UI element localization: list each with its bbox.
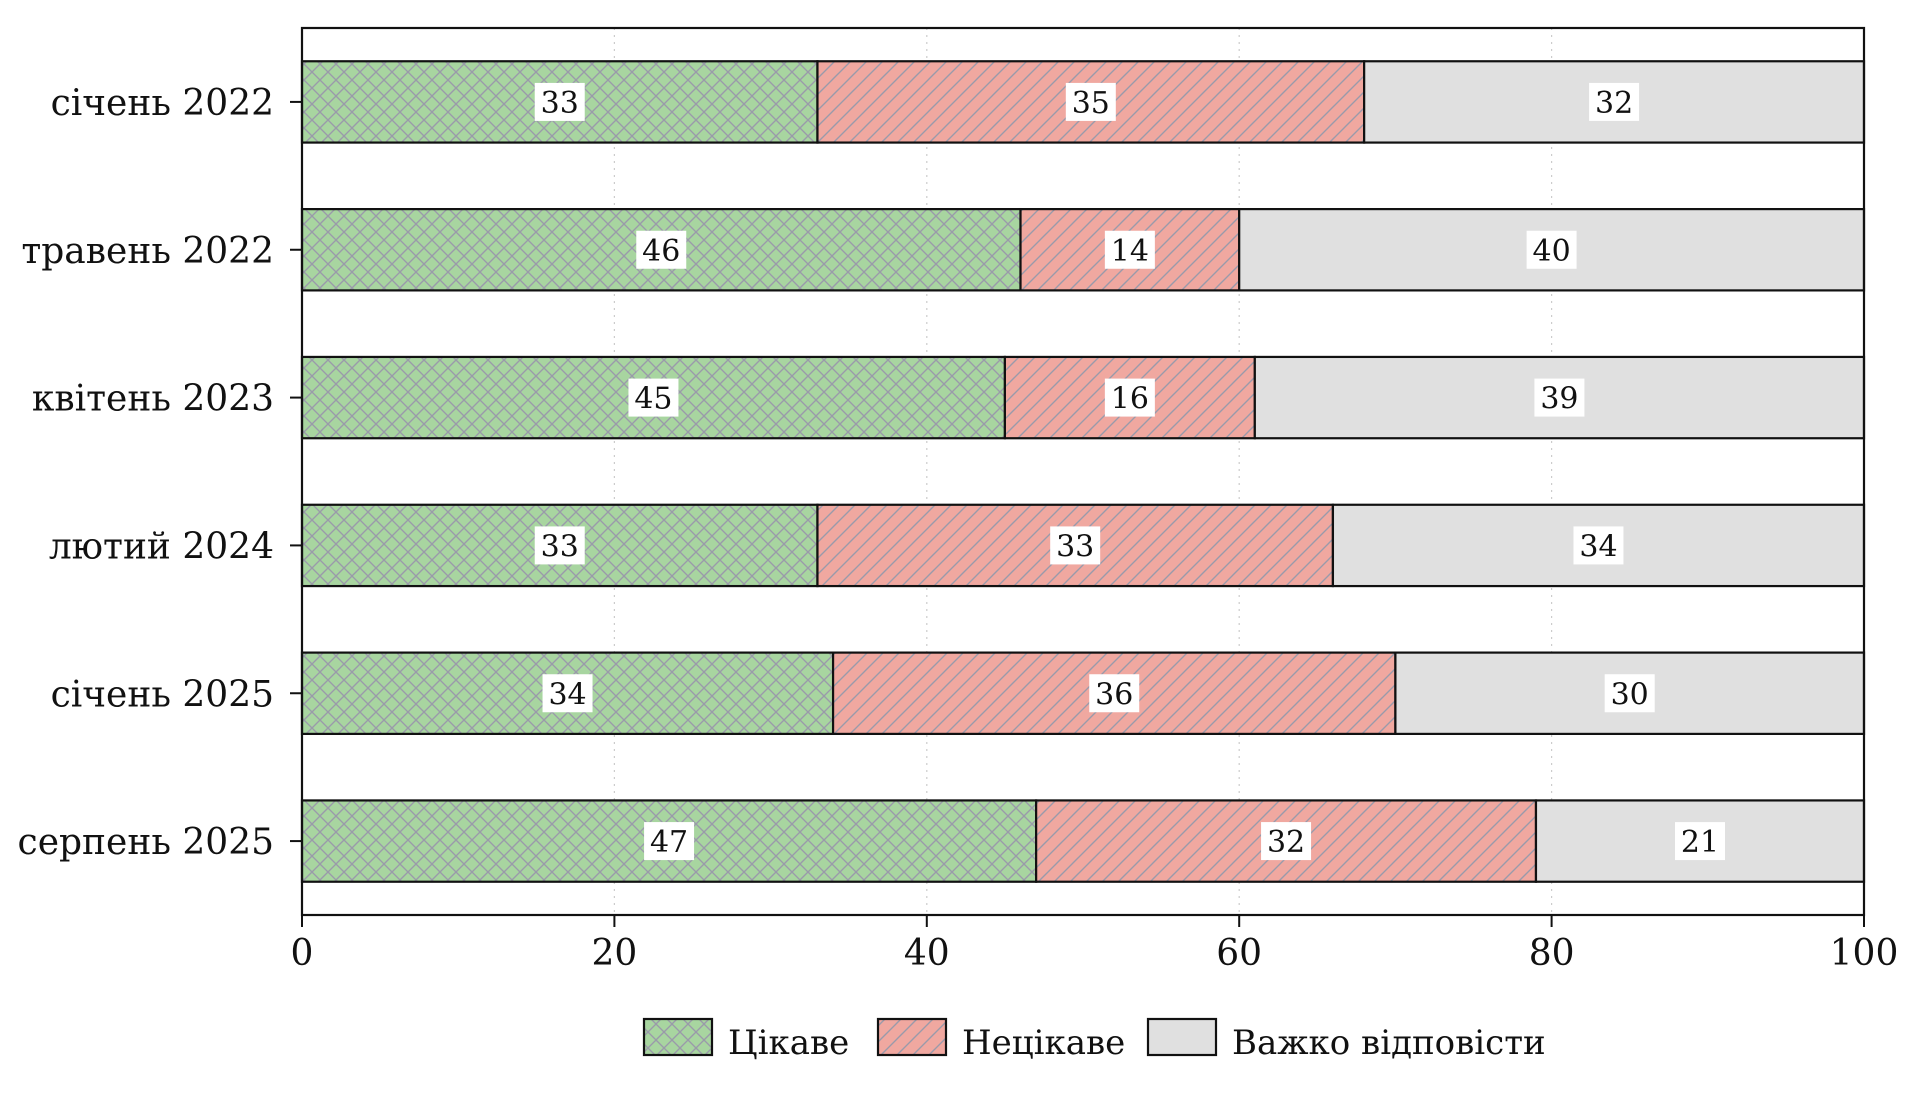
legend-label: Важко відповісти — [1232, 1023, 1546, 1063]
value-label-box — [1674, 822, 1725, 861]
value-labels: 33 35 32 46 14 40 45 16 39 33 33 34 34 36 30 47 32 21 — [534, 82, 1725, 861]
legend-swatch-hatch — [644, 1019, 712, 1055]
value-label: 46 — [642, 234, 680, 269]
value-label-box — [1604, 674, 1655, 713]
value-label: 21 — [1681, 825, 1719, 860]
value-label: 39 — [1540, 382, 1578, 417]
value-label: 35 — [1072, 86, 1110, 121]
x-tick-label: 0 — [291, 933, 314, 974]
legend-label: Нецікаве — [962, 1023, 1125, 1063]
value-label: 32 — [1595, 86, 1633, 121]
legend-swatch-outline — [1146, 1017, 1218, 1057]
value-label: 36 — [1095, 677, 1133, 712]
value-label-box — [1050, 526, 1101, 565]
value-label-box — [1573, 526, 1624, 565]
value-label-box — [534, 526, 585, 565]
value-label-box — [1589, 82, 1640, 121]
value-label-box — [1089, 674, 1140, 713]
value-label-box — [1065, 82, 1116, 121]
x-tick-label: 60 — [1216, 933, 1262, 974]
plot-border — [300, 26, 1866, 917]
value-label: 14 — [1111, 234, 1149, 269]
y-tick-label: серпень 2025 — [18, 822, 274, 863]
legend-swatch-outline — [876, 1017, 948, 1057]
value-label: 16 — [1111, 382, 1149, 417]
value-label-box — [534, 82, 585, 121]
grid — [613, 28, 1553, 915]
legend-swatch-outline — [642, 1017, 714, 1057]
value-label: 33 — [1056, 529, 1094, 564]
legend-swatch-hatch — [878, 1019, 946, 1055]
value-label: 33 — [541, 529, 579, 564]
value-label: 34 — [548, 677, 586, 712]
value-label-box — [1104, 378, 1155, 417]
x-tick-label: 80 — [1529, 933, 1575, 974]
value-label-box — [1104, 230, 1155, 269]
y-tick-label: травень 2022 — [21, 231, 274, 272]
value-label-box — [542, 674, 593, 713]
value-label: 32 — [1267, 825, 1305, 860]
value-label-box — [628, 378, 679, 417]
x-tick-label: 40 — [904, 933, 950, 974]
y-tick-label: січень 2022 — [51, 83, 274, 124]
x-tick-label: 20 — [591, 933, 637, 974]
value-label-box — [1261, 822, 1312, 861]
value-label-box — [1526, 230, 1577, 269]
y-axis: січень 2022 травень 2022 квітень 2023 лютий… — [18, 83, 302, 863]
x-tick-label: 100 — [1830, 933, 1899, 974]
legend: Цікаве Нецікаве Важко відповісти — [642, 1017, 1546, 1063]
value-label: 34 — [1579, 529, 1617, 564]
value-label: 40 — [1533, 234, 1571, 269]
value-label-box — [644, 822, 695, 861]
y-tick-label: січень 2025 — [51, 674, 274, 715]
bars — [300, 60, 1866, 883]
plot-frame — [300, 26, 1866, 917]
x-axis: 0 20 40 60 80 100 — [291, 915, 1899, 974]
legend-swatch — [1148, 1019, 1216, 1055]
y-tick-label: лютий 2024 — [49, 526, 274, 567]
value-label: 47 — [650, 825, 688, 860]
value-label: 33 — [541, 86, 579, 121]
legend-label: Цікаве — [728, 1023, 849, 1063]
value-label: 45 — [634, 382, 672, 417]
value-label: 30 — [1611, 677, 1649, 712]
value-label-box — [636, 230, 687, 269]
value-label-box — [1534, 378, 1585, 417]
y-tick-label: квітень 2023 — [32, 379, 274, 420]
